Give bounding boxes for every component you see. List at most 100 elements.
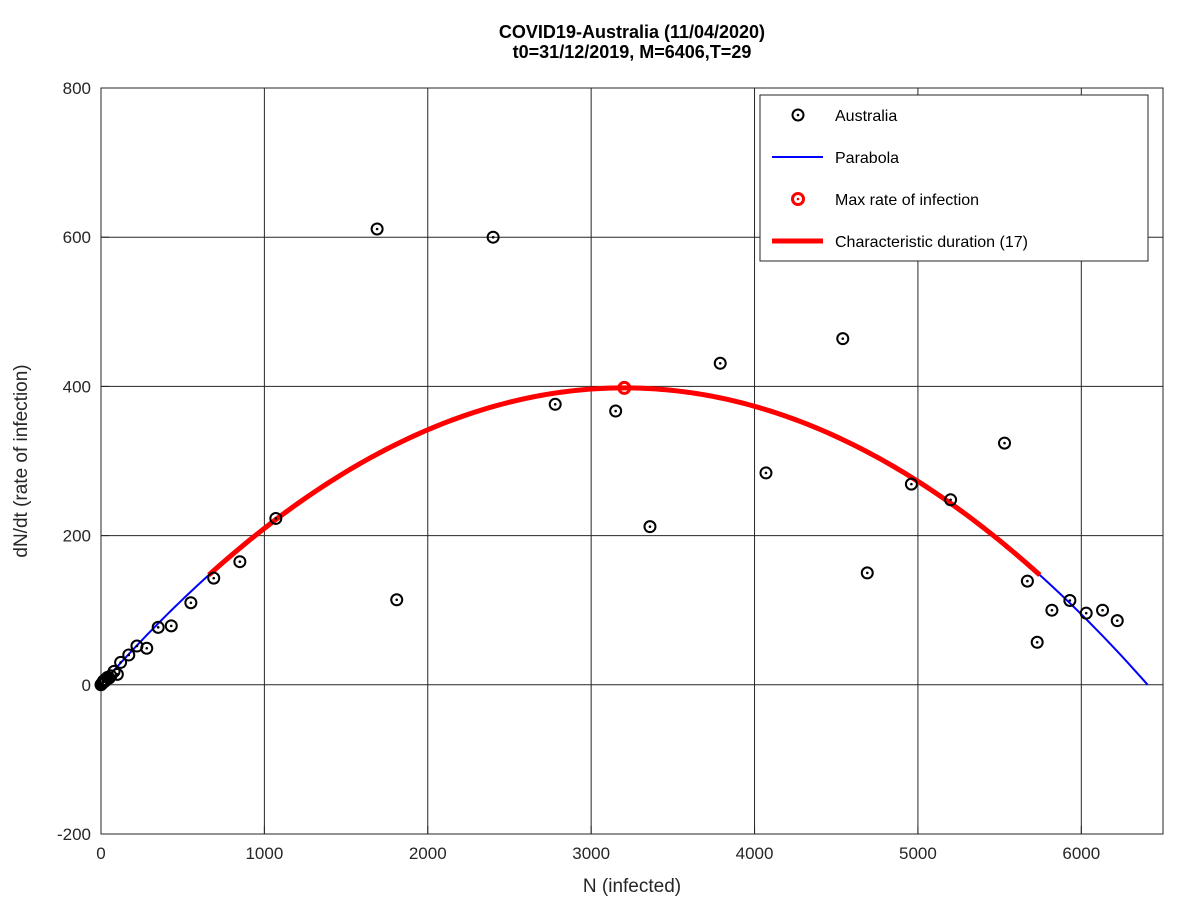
data-point-dot — [1068, 599, 1072, 602]
data-point — [1045, 603, 1059, 617]
data-point — [370, 222, 384, 236]
data-point-dot — [1026, 579, 1029, 583]
legend: Australia Parabola Max rate of infection… — [759, 94, 1149, 262]
data-point — [233, 555, 247, 569]
data-point-dot — [156, 626, 160, 629]
data-point-ring — [122, 648, 136, 662]
chart-title: COVID19-Australia (11/04/2020) — [499, 22, 765, 42]
data-point-ring — [140, 641, 154, 655]
data-point — [140, 641, 154, 655]
legend-label-max: Max rate of infection — [835, 192, 979, 209]
data-point — [860, 566, 874, 580]
data-point-dot — [764, 471, 768, 475]
data-point — [944, 493, 958, 507]
data-point-ring — [207, 571, 221, 585]
legend-marker-max — [791, 192, 805, 206]
data-point-dot — [238, 560, 242, 564]
legend-entry-max: Max rate of infection — [791, 192, 979, 209]
legend-entry-parabola: Parabola — [772, 150, 899, 167]
data-point-dot — [1084, 611, 1088, 615]
y-tick-label: 0 — [82, 676, 91, 695]
x-tick-label: 1000 — [245, 844, 283, 863]
data-point-dot — [1101, 608, 1104, 612]
data-point — [1063, 594, 1077, 608]
data-point — [184, 596, 198, 610]
y-tick-label: -200 — [57, 825, 91, 844]
data-point-dot — [119, 661, 122, 664]
data-point-ring — [713, 356, 727, 370]
x-tick-label: 4000 — [736, 844, 774, 863]
data-point-ring — [609, 404, 623, 418]
legend-entry-australia: Australia — [791, 108, 897, 125]
series-max — [617, 380, 632, 395]
x-tick-label: 3000 — [572, 844, 610, 863]
data-point-dot — [135, 644, 139, 648]
data-point — [1030, 635, 1044, 649]
data-point-dot — [865, 571, 869, 575]
data-point — [904, 477, 918, 491]
data-point-dot — [1035, 640, 1039, 644]
data-point-ring — [643, 520, 657, 534]
data-point-dot — [375, 227, 379, 231]
data-point-dot — [169, 624, 173, 628]
data-point-dot — [648, 525, 652, 528]
data-point — [759, 466, 773, 480]
data-point-dot — [614, 409, 617, 413]
data-point-dot — [395, 598, 399, 602]
data-point-ring — [1096, 603, 1110, 617]
data-point — [390, 593, 404, 607]
data-point-ring — [548, 397, 562, 411]
data-point-ring — [1063, 594, 1077, 608]
data-point — [151, 620, 165, 634]
data-point — [643, 520, 657, 534]
data-point-ring — [269, 511, 283, 525]
data-point — [548, 397, 562, 411]
data-point-dot — [127, 653, 131, 657]
data-point-dot — [910, 482, 913, 486]
data-point — [122, 648, 136, 662]
data-point-ring — [151, 620, 165, 634]
plot-area-frame — [100, 87, 1164, 835]
data-point-ring — [486, 230, 500, 244]
data-point-ring — [860, 566, 874, 580]
x-tick-label: 6000 — [1062, 844, 1100, 863]
data-point-ring — [1030, 635, 1044, 649]
data-point — [713, 356, 727, 370]
data-point-ring — [759, 466, 773, 480]
data-point — [486, 230, 500, 244]
data-point — [269, 511, 283, 525]
data-point — [998, 436, 1012, 450]
data-point-ring — [390, 593, 404, 607]
x-tick-label: 5000 — [899, 844, 937, 863]
data-point-dot — [189, 601, 193, 605]
data-point — [114, 655, 128, 669]
data-point-ring — [1045, 603, 1059, 617]
data-point — [609, 404, 623, 418]
data-point-ring — [110, 667, 124, 681]
data-point-ring — [1110, 614, 1124, 628]
legend-marker-australia-dot — [796, 113, 800, 117]
legend-entry-duration: Characteristic duration (17) — [772, 234, 1028, 251]
data-point-ring — [836, 332, 850, 346]
data-point-ring — [370, 222, 384, 236]
data-point — [1096, 603, 1110, 617]
x-tick-label: 2000 — [409, 844, 447, 863]
data-point-ring — [233, 555, 247, 569]
data-point — [164, 619, 178, 633]
data-point-dot — [107, 676, 111, 680]
data-point — [207, 571, 221, 585]
data-point-ring — [998, 436, 1012, 450]
data-point — [836, 332, 850, 346]
data-point-ring — [164, 619, 178, 633]
data-point-dot — [553, 403, 557, 406]
data-point-ring — [1020, 574, 1034, 588]
data-point — [1020, 574, 1034, 588]
data-point — [110, 667, 124, 681]
data-point-ring — [184, 596, 198, 610]
data-point-dot — [145, 646, 149, 650]
legend-label-duration: Characteristic duration (17) — [835, 234, 1028, 251]
data-point-dot — [718, 361, 722, 365]
y-tick-label: 200 — [63, 527, 91, 546]
data-point-dot — [949, 498, 952, 502]
legend-marker-australia — [791, 108, 805, 122]
